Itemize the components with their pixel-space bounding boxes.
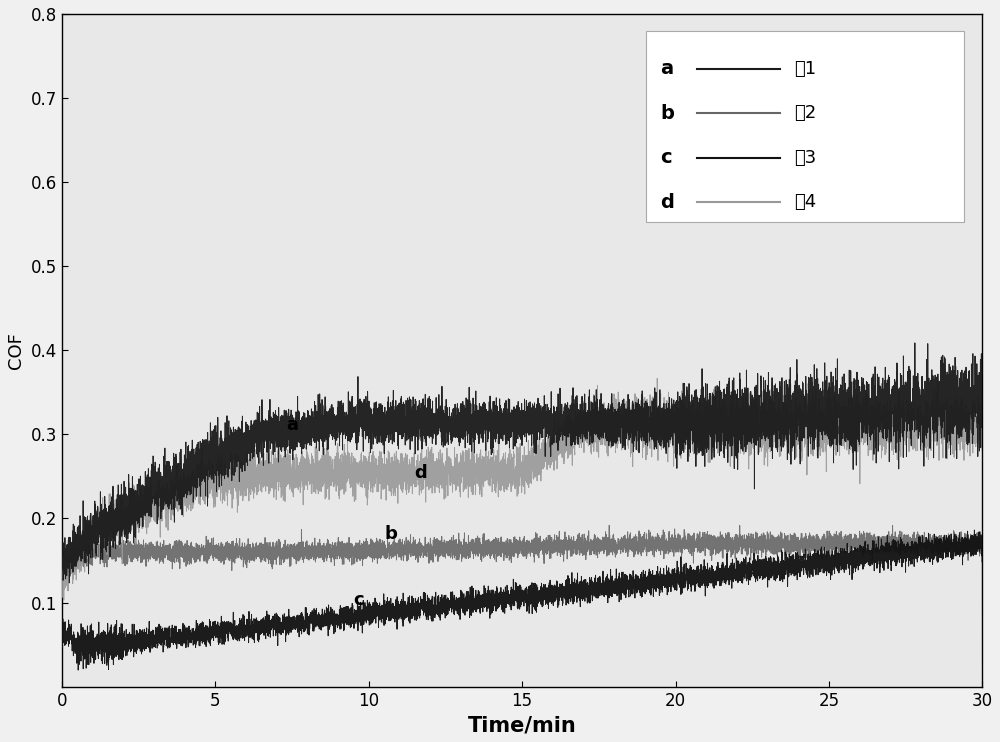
Y-axis label: COF: COF bbox=[7, 332, 25, 369]
X-axis label: Time/min: Time/min bbox=[468, 715, 576, 735]
Text: d: d bbox=[415, 464, 427, 482]
Text: b: b bbox=[384, 525, 397, 543]
Text: 例2: 例2 bbox=[794, 105, 816, 122]
Text: b: b bbox=[660, 104, 674, 122]
Text: d: d bbox=[660, 193, 674, 212]
Bar bbox=[646, 30, 964, 223]
Text: a: a bbox=[286, 416, 298, 434]
Text: 例1: 例1 bbox=[794, 59, 816, 78]
Text: 例3: 例3 bbox=[794, 149, 816, 167]
Text: 例4: 例4 bbox=[794, 194, 816, 211]
Text: a: a bbox=[660, 59, 673, 78]
Text: c: c bbox=[660, 148, 672, 168]
Text: c: c bbox=[353, 591, 364, 609]
